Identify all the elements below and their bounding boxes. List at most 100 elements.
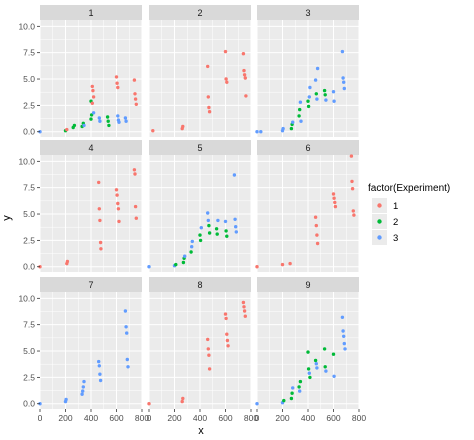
data-point-experiment-3 [125,331,129,335]
data-point-experiment-3 [98,119,102,123]
facet-panel-1: 1 [38,5,143,137]
y-axis-title: y [1,215,13,221]
legend: factor(Experiment) 1 2 3 [368,183,450,245]
data-point-experiment-3 [190,245,194,249]
facet-strip-label: 5 [197,143,202,153]
axes: 0.0 2.5 5.0 7.5 10.0 0.0 2.5 5.0 7.5 10.0 0.0 2.5 5.… [18,21,366,423]
data-point-experiment-1 [91,88,95,93]
data-point-experiment-2 [106,119,110,123]
data-point-experiment-2 [298,379,303,384]
data-point-experiment-1 [207,105,211,110]
data-point-experiment-3 [341,329,345,333]
data-point-experiment-2 [313,358,318,363]
data-point-experiment-1 [349,154,354,158]
data-point-experiment-3 [343,347,347,351]
data-point-experiment-2 [198,233,202,237]
facet-strip [40,140,142,155]
data-point-experiment-3 [308,85,312,90]
data-point-experiment-1 [333,200,337,205]
data-point-experiment-1 [90,101,95,106]
data-point-experiment-1 [207,367,212,371]
data-point-experiment-1 [288,261,292,266]
data-point-experiment-3 [183,254,187,258]
y-tick-label: 7.5 [23,320,35,330]
data-point-experiment-1 [65,127,69,132]
facet-strip-label: 9 [305,280,310,290]
data-point-experiment-3 [234,230,238,234]
x-tick-label: 400 [301,413,315,423]
data-point-experiment-3 [255,130,259,134]
data-point-experiment-2 [214,227,219,231]
x-tick-label: 400 [84,413,98,423]
data-point-experiment-1 [244,94,248,98]
data-point-experiment-1 [255,265,259,269]
data-point-experiment-2 [174,262,178,267]
data-point-experiment-2 [72,123,77,128]
facet-strip [149,277,251,292]
data-point-experiment-1 [115,81,119,85]
data-point-experiment-3 [291,386,295,390]
x-tick-label: 200 [58,413,72,423]
data-point-experiment-1 [314,223,318,228]
data-point-experiment-1 [225,338,230,343]
facet-strip [257,277,359,292]
data-point-experiment-1 [97,207,102,211]
data-point-experiment-1 [133,204,138,209]
data-point-experiment-3 [307,371,311,375]
data-point-experiment-3 [147,265,151,269]
data-point-experiment-3 [117,120,121,124]
x-tick-label: 800 [352,413,366,423]
data-point-experiment-2 [289,396,294,401]
data-point-experiment-2 [322,88,327,93]
data-point-experiment-2 [314,92,318,96]
x-axis-title: x [198,425,204,437]
data-point-experiment-3 [97,116,102,120]
data-point-experiment-2 [306,104,311,109]
data-point-experiment-2 [198,238,203,243]
data-point-experiment-1 [223,49,228,54]
x-tick-label: 800 [135,413,149,423]
data-point-experiment-1 [134,102,138,107]
x-tick-label: 0 [255,413,260,423]
data-point-experiment-3 [341,76,345,80]
legend-entry-2: 2 [372,214,398,229]
data-point-experiment-3 [342,341,346,346]
data-point-experiment-1 [133,172,137,176]
data-point-experiment-1 [241,300,246,305]
data-point-experiment-2 [289,126,294,131]
data-point-experiment-1 [117,219,121,224]
data-point-experiment-1 [98,240,103,245]
data-point-experiment-3 [315,66,320,71]
data-point-experiment-1 [181,396,185,401]
data-point-experiment-3 [342,86,346,91]
data-point-experiment-3 [342,80,346,84]
y-tick-label: 10.0 [18,156,35,166]
data-point-experiment-1 [98,218,102,223]
data-point-experiment-1 [147,402,151,406]
data-point-experiment-3 [116,114,120,118]
data-point-experiment-3 [299,119,303,123]
facet-strip-label: 6 [305,143,310,153]
data-point-experiment-3 [259,130,263,134]
data-point-experiment-3 [281,126,285,131]
y-tick-label: 7.5 [23,48,35,58]
data-point-experiment-3 [80,392,84,396]
data-point-experiment-2 [331,352,336,356]
data-point-experiment-3 [255,402,259,406]
data-point-experiment-3 [124,119,128,123]
y-tick-label: 5.0 [23,74,35,84]
data-point-experiment-1 [114,188,119,192]
data-point-experiment-1 [351,209,355,213]
y-tick-label: 5.0 [23,209,35,219]
data-point-experiment-2 [322,347,327,351]
data-point-experiment-3 [199,226,203,230]
data-point-experiment-3 [313,78,318,82]
data-point-experiment-3 [125,357,129,362]
data-point-experiment-3 [232,173,237,177]
data-point-experiment-3 [298,389,302,393]
data-point-experiment-2 [306,99,310,103]
data-point-experiment-1 [333,204,338,209]
data-point-experiment-1 [350,187,355,191]
facet-strip-label: 4 [88,143,93,153]
y-tick-label: 2.5 [23,235,35,245]
